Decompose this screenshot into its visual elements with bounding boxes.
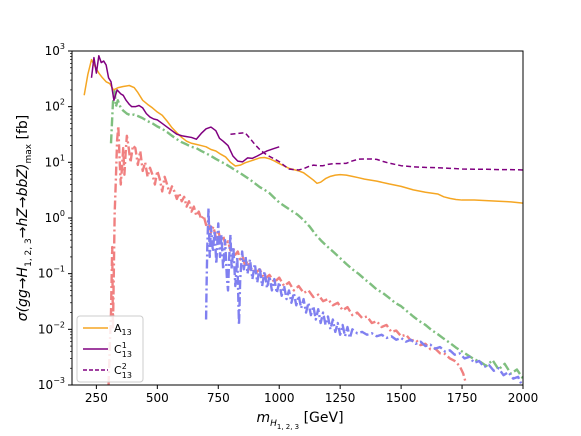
- x-axis-label: mH1, 2, 3 [GeV]: [256, 410, 343, 431]
- y-tick-label: 100: [45, 209, 65, 225]
- series-line-c13-1: [90, 55, 280, 163]
- y-axis-label: σ(gg→H1, 2, 3→hZ→bbZ)max [fb]: [15, 115, 34, 322]
- x-tick-label: 750: [207, 391, 230, 405]
- x-tick-label: 2000: [508, 391, 539, 405]
- x-tick-label: 1750: [447, 391, 478, 405]
- x-tick-label: 500: [146, 391, 169, 405]
- x-tick-label: 1000: [264, 391, 295, 405]
- legend-label-a13: A13: [114, 322, 132, 337]
- legend: A13 C1 13 C2 13: [76, 315, 144, 383]
- series-line-green: [109, 89, 523, 380]
- y-tick-label: 102: [45, 98, 65, 114]
- legend-item-a13: A13: [83, 322, 132, 337]
- legend-item-c13-2: C2 13: [83, 362, 132, 380]
- legend-box: [76, 315, 144, 383]
- y-tick-label: 10−1: [38, 265, 65, 281]
- y-axis: 10−3 10−2 10−1 100 101 102 103: [38, 42, 72, 392]
- series-line-red: [107, 124, 467, 385]
- y-tick-label: 103: [45, 42, 65, 58]
- series-line-c13-2: [230, 132, 523, 171]
- y-tick-label: 10−3: [38, 376, 65, 392]
- x-tick-label: 250: [85, 391, 108, 405]
- x-tick-label: 1500: [386, 391, 417, 405]
- series-layer: [83, 55, 523, 385]
- legend-item-c13-1: C1 13: [83, 341, 132, 359]
- x-axis: 250 500 750 1000 1250 1500 1750 2000: [85, 385, 538, 405]
- x-tick-label: 1250: [325, 391, 356, 405]
- legend-label-c13-1: C1 13: [114, 341, 132, 359]
- y-tick-label: 10−2: [38, 320, 65, 336]
- series-line-blue: [204, 207, 523, 385]
- series-line-a13: [83, 58, 523, 204]
- legend-label-c13-2: C2 13: [114, 362, 132, 380]
- y-tick-label: 101: [45, 153, 65, 169]
